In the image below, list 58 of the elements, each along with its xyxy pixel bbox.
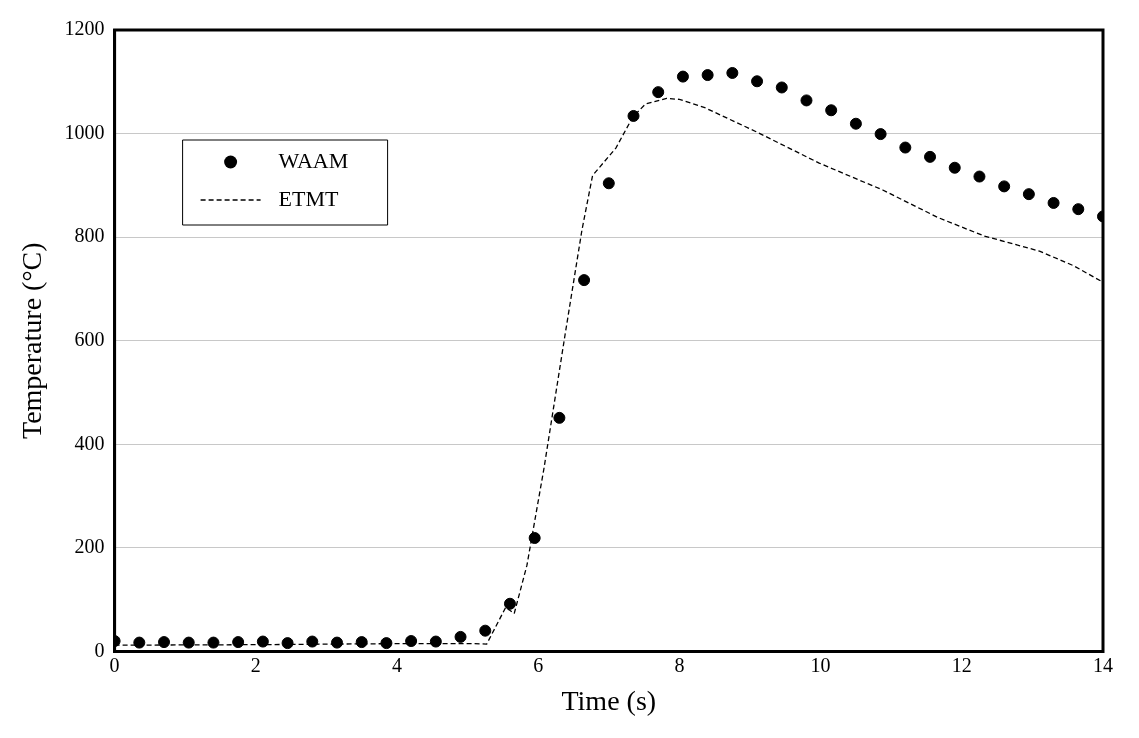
point — [1047, 196, 1060, 209]
x-tick-label: 12 — [951, 653, 972, 676]
point — [627, 109, 640, 122]
point — [800, 94, 813, 107]
point — [924, 150, 937, 163]
x-tick-label: 6 — [533, 653, 544, 676]
y-axis-title: Temperature (°C) — [16, 242, 48, 439]
y-tick-label: 200 — [74, 535, 105, 558]
y-tick-label: 1000 — [64, 120, 105, 143]
point — [232, 636, 245, 649]
point — [256, 635, 269, 648]
x-tick-label: 8 — [674, 653, 685, 676]
x-tick-label: 4 — [392, 653, 402, 676]
point — [479, 624, 492, 637]
point — [158, 636, 171, 649]
point — [355, 636, 368, 649]
x-tick-label: 2 — [250, 653, 261, 676]
point — [676, 70, 689, 83]
y-tick-label: 800 — [74, 224, 105, 247]
x-tick-label: 10 — [810, 653, 831, 676]
point — [602, 177, 615, 190]
point — [849, 117, 862, 130]
x-tick-label: 0 — [109, 653, 120, 676]
point — [775, 81, 788, 94]
point — [578, 274, 591, 287]
x-tick-label: 14 — [1093, 653, 1113, 676]
point — [652, 86, 665, 99]
point — [899, 141, 912, 154]
point — [1072, 203, 1085, 216]
point — [998, 180, 1011, 193]
point — [948, 161, 961, 174]
point — [281, 637, 294, 650]
point — [751, 75, 764, 88]
point — [726, 66, 739, 79]
point — [553, 411, 566, 424]
point — [380, 637, 393, 650]
legend-label: ETMT — [278, 185, 340, 211]
y-tick-label: 0 — [94, 638, 105, 661]
y-tick-label: 400 — [74, 431, 105, 454]
point — [825, 104, 838, 117]
point — [973, 170, 986, 183]
point — [503, 597, 516, 610]
point — [182, 636, 195, 649]
point — [330, 636, 343, 649]
point — [528, 532, 541, 544]
point — [1022, 188, 1035, 201]
point — [701, 69, 714, 82]
point — [133, 636, 146, 649]
point — [207, 636, 220, 649]
point — [405, 635, 418, 648]
point — [429, 635, 442, 648]
point — [874, 128, 887, 141]
x-axis-title: Time (s) — [561, 684, 657, 716]
legend-label: WAAM — [278, 147, 349, 173]
point — [454, 630, 467, 643]
y-tick-label: 1200 — [64, 17, 105, 40]
point — [306, 635, 319, 648]
y-tick-label: 600 — [74, 327, 105, 350]
